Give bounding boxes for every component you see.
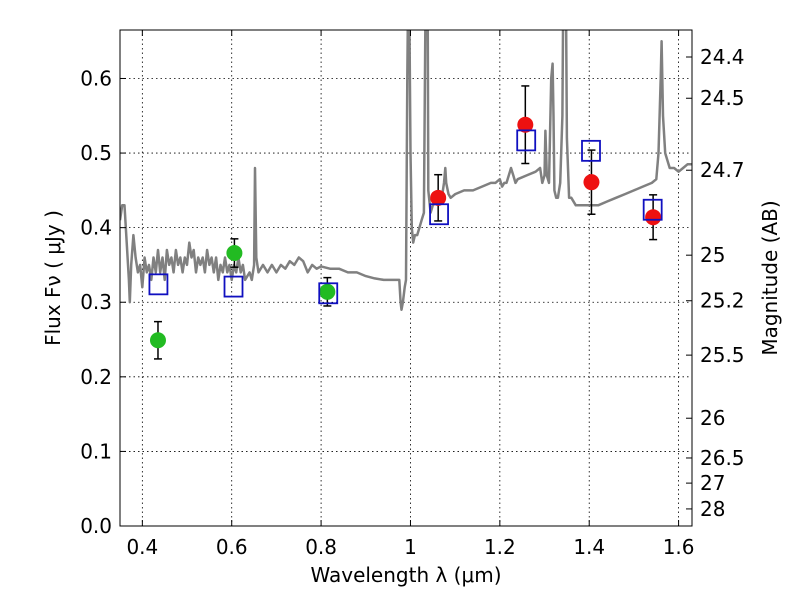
points-layer — [148, 85, 663, 360]
right-tick-label: 24.5 — [700, 86, 745, 110]
x-axis: 0.4 0.6 0.8 1 1.2 1.4 1.6 — [126, 30, 695, 559]
observed-point-red — [430, 189, 447, 206]
observed-point-red — [583, 174, 600, 191]
observed-point-green — [226, 245, 243, 262]
y-tick-label: 0.6 — [80, 66, 112, 90]
x-tick-label: 1.4 — [573, 535, 605, 559]
x-tick-label: 0.6 — [216, 535, 248, 559]
right-axis-label: Magnitude (AB) — [758, 200, 782, 355]
x-axis-label: Wavelength λ (μm) — [310, 563, 501, 587]
x-tick-label: 1.6 — [663, 535, 695, 559]
model-flux-square — [318, 282, 339, 305]
model-flux-square — [581, 139, 601, 162]
right-tick-label: 25.2 — [700, 289, 745, 313]
observed-point-red — [645, 209, 662, 226]
model-flux-square — [642, 198, 663, 221]
y-tick-label: 0.4 — [80, 216, 112, 240]
right-tick-label: 25 — [700, 243, 725, 267]
model-flux-square — [148, 273, 169, 296]
x-tick-label: 0.8 — [305, 535, 337, 559]
right-tick-label: 27 — [700, 471, 725, 495]
right-tick-label: 28 — [700, 497, 725, 521]
observed-point-green — [319, 283, 336, 300]
right-tick-label: 24.4 — [700, 45, 745, 69]
x-tick-label: 1 — [404, 535, 417, 559]
model-flux-square — [516, 129, 537, 152]
y-tick-label: 0.3 — [80, 290, 112, 314]
right-tick-label: 25.5 — [700, 343, 745, 367]
right-tick-label: 26.5 — [700, 446, 745, 470]
y-tick-label: 0.0 — [80, 514, 112, 538]
observed-point-red — [517, 116, 534, 133]
x-tick-label: 0.4 — [126, 535, 158, 559]
model-flux-square — [429, 203, 449, 226]
y-tick-label: 0.2 — [80, 365, 112, 389]
plot-frame — [119, 29, 693, 527]
sed-layer — [120, 30, 692, 311]
right-tick-label: 26 — [700, 406, 725, 430]
x-tick-label: 1.2 — [484, 535, 516, 559]
y-axis: 0.0 0.1 0.2 0.3 0.4 0.5 0.6 — [80, 66, 126, 538]
y-tick-label: 0.1 — [80, 439, 112, 463]
sed-model-line — [120, 30, 692, 311]
y-tick-label: 0.5 — [80, 141, 112, 165]
y-axis-label: Flux Fν ( μJy ) — [41, 210, 65, 346]
right-tick-label: 24.7 — [700, 158, 745, 182]
model-flux-square — [223, 275, 244, 298]
observed-point-green — [149, 332, 166, 349]
